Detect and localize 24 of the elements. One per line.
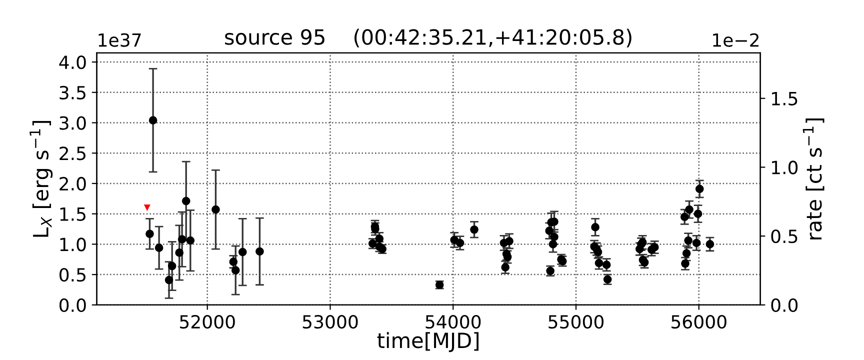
x-tick-label: 55000: [548, 314, 604, 329]
x-tick-label: 52000: [180, 314, 235, 329]
y-tick-label: 1.0: [60, 238, 86, 252]
y-tick-label: 0.5: [60, 268, 86, 282]
y2-axis-title: rate [ct s$^{−1}$]: [802, 118, 824, 240]
y2-tick-label: 1.0: [772, 160, 798, 174]
y-tick-label: 4.0: [59, 55, 86, 70]
y-tick-label: 3.5: [60, 86, 86, 100]
y-tick-label: 1.5: [60, 208, 86, 221]
y-tick-label: 3.0: [60, 116, 86, 130]
y-tick-label: 2.5: [60, 146, 86, 160]
y-tick-label: 2.0: [60, 176, 86, 191]
x-tick-label: 54000: [426, 314, 481, 329]
x-tick-label: 53000: [302, 314, 358, 329]
y2-tick-label: 0.0: [771, 298, 798, 312]
y-axis-title: L$_{X}$ [erg s$^{−1}$]: [30, 121, 53, 237]
chart-title: source 95 (00:42:35.21,+41:20:05.8): [225, 28, 632, 48]
y2-tick-label: 1.5: [772, 92, 798, 106]
x-tick-label: 56000: [672, 314, 726, 329]
text: 1e37: [98, 33, 141, 47]
text: 1e−2: [713, 33, 759, 47]
y-tick-label: 0.0: [60, 298, 86, 312]
x-axis-title: time[MJD]: [377, 332, 478, 352]
y2-tick-label: 0.5: [771, 230, 798, 244]
